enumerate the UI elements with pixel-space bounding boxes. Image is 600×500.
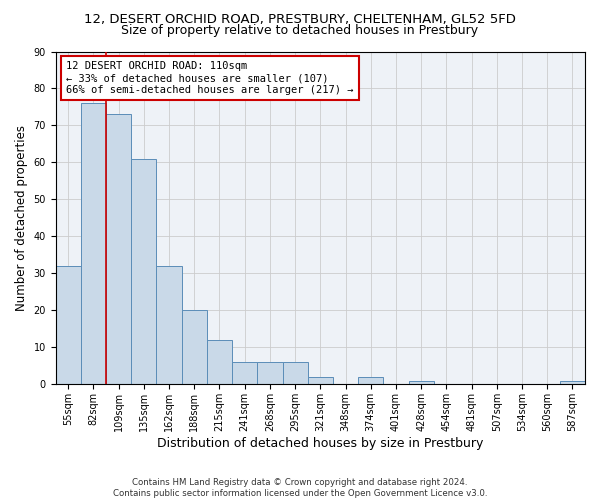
Bar (560, 380, 585, 384)
Bar (283, 362, 308, 384)
Bar (81, 104, 106, 384)
Bar (308, 377, 333, 384)
Bar (131, 159, 157, 384)
Bar (409, 380, 434, 384)
Text: Size of property relative to detached houses in Prestbury: Size of property relative to detached ho… (121, 24, 479, 37)
Bar (207, 340, 232, 384)
Text: 12, DESERT ORCHID ROAD, PRESTBURY, CHELTENHAM, GL52 5FD: 12, DESERT ORCHID ROAD, PRESTBURY, CHELT… (84, 12, 516, 26)
Bar (157, 266, 182, 384)
Bar (358, 377, 383, 384)
Bar (182, 310, 207, 384)
X-axis label: Distribution of detached houses by size in Prestbury: Distribution of detached houses by size … (157, 437, 484, 450)
Bar (56, 266, 81, 384)
Bar (106, 114, 131, 384)
Bar (257, 362, 283, 384)
Y-axis label: Number of detached properties: Number of detached properties (15, 125, 28, 311)
Text: 12 DESERT ORCHID ROAD: 110sqm
← 33% of detached houses are smaller (107)
66% of : 12 DESERT ORCHID ROAD: 110sqm ← 33% of d… (66, 62, 354, 94)
Bar (232, 362, 257, 384)
Text: Contains HM Land Registry data © Crown copyright and database right 2024.
Contai: Contains HM Land Registry data © Crown c… (113, 478, 487, 498)
